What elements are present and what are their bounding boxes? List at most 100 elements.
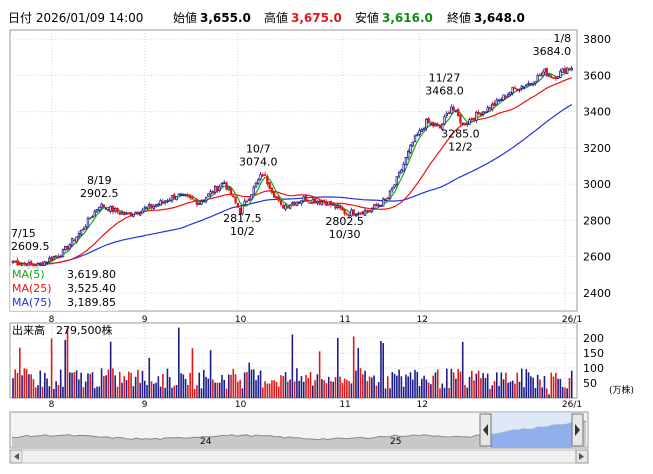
volume-grid — [10, 323, 577, 398]
header-high-label: 高値 — [264, 10, 288, 25]
candle-body — [245, 200, 249, 203]
candle-body — [207, 193, 210, 197]
volume-bar — [514, 383, 516, 398]
volume-bar — [527, 372, 530, 398]
volume-bar — [184, 378, 187, 398]
candle-body — [57, 255, 60, 258]
candle-body — [400, 169, 403, 174]
volume-bar — [336, 337, 339, 398]
candle-body — [441, 123, 444, 130]
candle-body — [359, 212, 362, 215]
volume-bar — [400, 376, 403, 398]
volume-bar — [509, 381, 512, 398]
volume-bar — [189, 372, 191, 398]
candle-body — [520, 85, 523, 89]
volume-bar — [37, 385, 39, 398]
candle-body — [322, 200, 326, 203]
candle-body — [275, 196, 278, 199]
volume-tick-label: 100 — [583, 362, 604, 375]
volume-bar — [168, 377, 171, 398]
volume-bar — [552, 376, 555, 398]
candle-body — [257, 179, 260, 185]
volume-bar — [446, 368, 448, 398]
candle-body — [150, 204, 153, 209]
volume-bar — [302, 381, 305, 398]
annotation-value: 3684.0 — [533, 45, 572, 58]
candle-body — [45, 261, 49, 264]
volume-bar — [341, 382, 344, 398]
candle-body — [361, 211, 364, 215]
volume-bar — [545, 388, 548, 398]
volume-bar — [475, 373, 478, 398]
month-tick-label: 8 — [49, 315, 55, 325]
candle-body — [52, 256, 56, 260]
volume-bar — [196, 385, 198, 398]
volume-bar — [511, 380, 514, 398]
volume-bar — [484, 377, 487, 398]
annotation-date: 7/15 — [11, 227, 36, 240]
candle-body — [486, 106, 489, 112]
volume-bar — [321, 379, 323, 398]
candle-body — [141, 209, 144, 214]
candle-body — [347, 214, 351, 217]
volume-bar — [121, 382, 123, 398]
candle-body — [263, 174, 267, 176]
navigator-scroll-right[interactable] — [575, 449, 589, 464]
volume-bar — [187, 384, 189, 398]
volume-bar — [312, 385, 314, 398]
navigator-scrollbar[interactable] — [21, 449, 577, 464]
volume-bar — [252, 369, 255, 398]
volume-month-tick-label: 12 — [417, 400, 428, 410]
volume-bar — [468, 376, 471, 398]
candle-body — [504, 95, 508, 98]
candle-body — [547, 74, 551, 77]
volume-bar — [205, 376, 207, 398]
volume-bar — [34, 387, 37, 398]
volume-bar — [564, 387, 566, 398]
candle-body — [404, 156, 408, 165]
navigator-left-handle[interactable] — [479, 413, 492, 447]
candle-body — [336, 205, 339, 208]
volume-bar — [146, 384, 148, 398]
candle-body — [243, 200, 246, 206]
navigator-label-25: 25 — [390, 437, 401, 447]
candle-body — [116, 207, 119, 213]
volume-bar — [532, 377, 534, 398]
navigator-right-handle[interactable] — [571, 413, 584, 447]
candle-body — [466, 122, 469, 125]
navigator-label-24: 24 — [200, 437, 212, 447]
candle-body — [41, 262, 44, 267]
volume-bar — [455, 378, 457, 398]
volume-bar — [134, 376, 137, 398]
candle-body — [177, 193, 180, 196]
volume-bar — [377, 382, 380, 398]
volume-bar — [193, 388, 196, 398]
volume-bar — [430, 384, 432, 398]
candle-body — [248, 198, 251, 201]
candle-body — [152, 205, 156, 209]
candle-body — [413, 135, 417, 143]
annotation-date: 1/8 — [553, 32, 571, 45]
volume-bar — [100, 368, 103, 398]
candle-body — [386, 197, 389, 200]
candle-body — [168, 199, 171, 202]
volume-bar — [19, 347, 21, 398]
candle-body — [138, 212, 142, 216]
legend-ma75-label: MA(75) — [12, 296, 52, 309]
volume-bar — [28, 374, 30, 398]
candle-body — [563, 68, 567, 74]
candle-body — [173, 194, 176, 199]
range-navigator[interactable]: 24 25 — [9, 411, 589, 449]
candle-body — [402, 163, 405, 172]
volume-bar — [125, 380, 128, 398]
volume-bar — [461, 341, 464, 398]
volume-bar — [209, 350, 212, 398]
navigator-scroll-left[interactable] — [9, 449, 23, 464]
candle-body — [481, 111, 485, 115]
volume-bar — [50, 338, 53, 398]
volume-bar — [450, 368, 453, 398]
price-tick-label: 3000 — [583, 178, 611, 191]
candle-body — [343, 209, 346, 214]
volume-bar — [384, 388, 387, 398]
candle-body — [332, 203, 335, 206]
